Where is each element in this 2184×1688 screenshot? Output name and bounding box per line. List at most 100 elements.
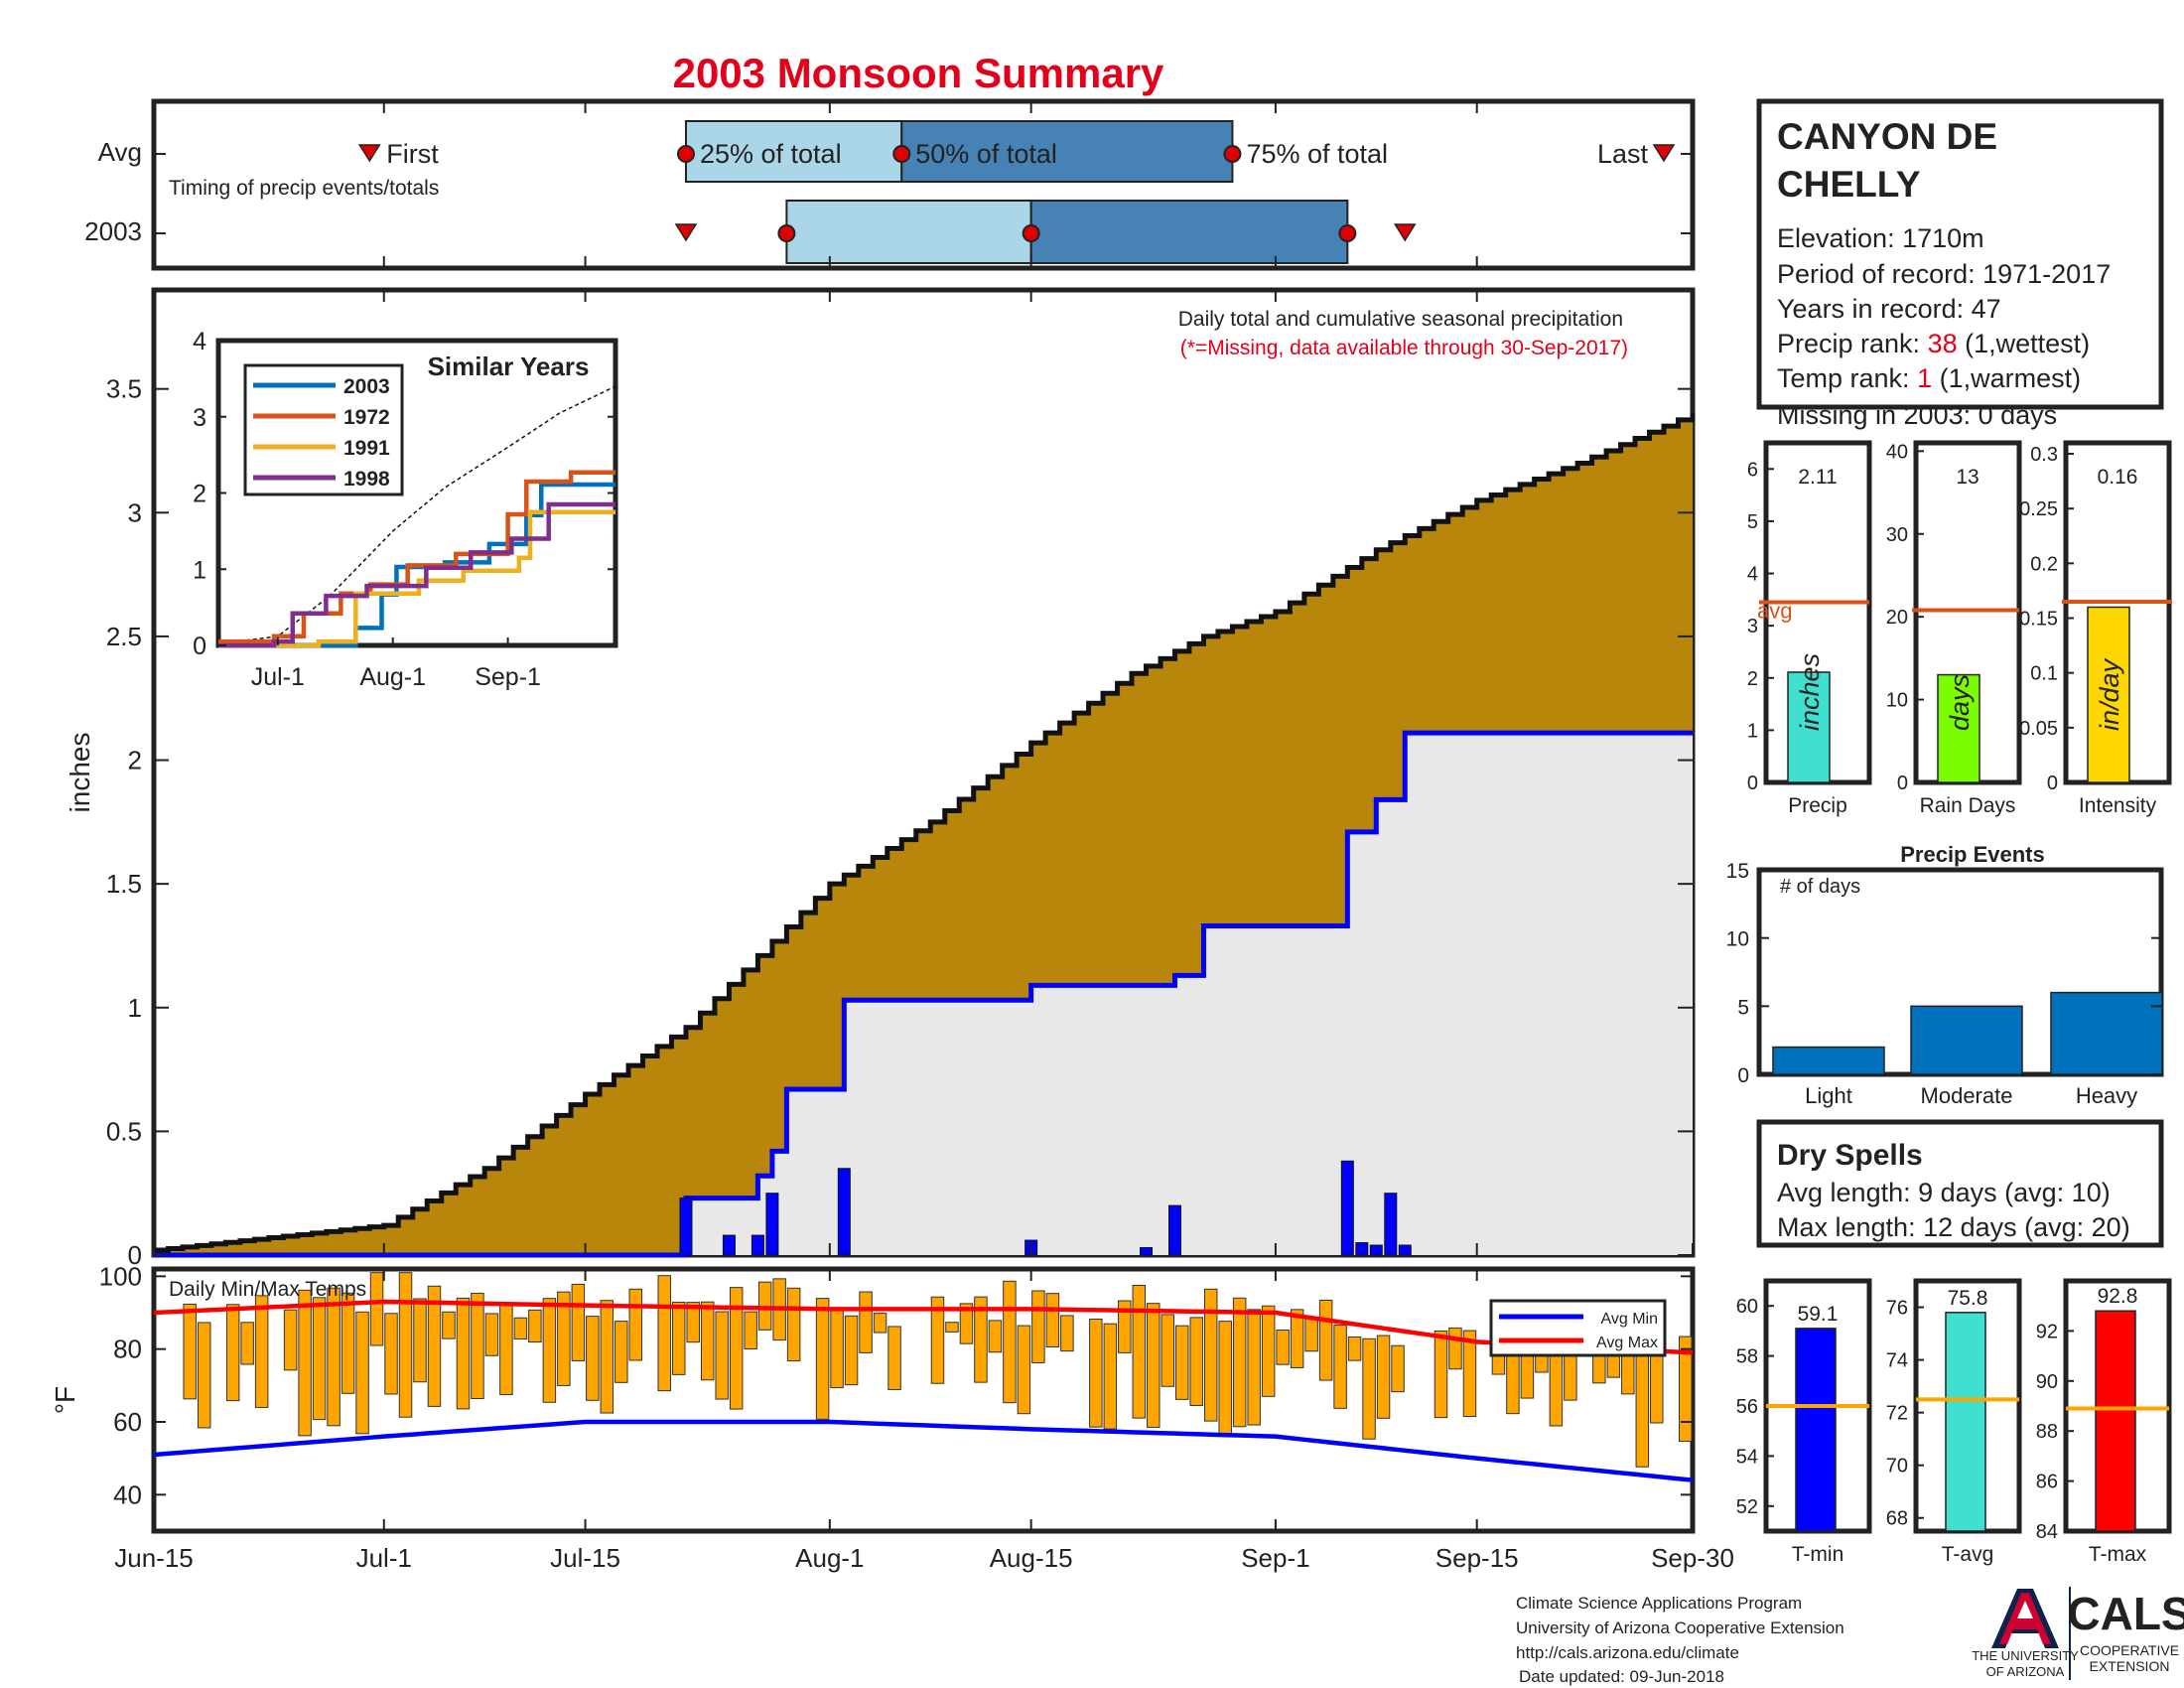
daily-temp-bar [312,1297,327,1421]
daily-temp-bar [1089,1319,1103,1428]
summary-y-tick-label: 2 [1747,668,1758,690]
temp-summary-y-tick-label: 56 [1736,1396,1758,1418]
summary-y-tick-label: 0.05 [2019,718,2058,740]
legend-1991-label: 1991 [343,437,390,460]
daily-temp-bar [1376,1335,1391,1419]
daily-temp-bar [1247,1309,1261,1426]
temp-rank: Temp rank: 1 (1,warmest) [1777,363,2081,393]
timing-content: First Last 25% of total 50% of total 75% of … [154,120,1693,264]
daily-temp-bar [844,1315,859,1386]
temp-y-tick-label: 40 [113,1479,142,1509]
daily-temp-bar [1203,1288,1218,1422]
daily-temp-bar [1679,1336,1693,1443]
temp-y-tick-label: 80 [113,1335,142,1364]
precip-events-bar-heavy [2050,991,2163,1075]
precip-y-tick-label: 2.5 [106,622,142,651]
precip-rank-value: 38 [1928,329,1958,358]
daily-precip-bar [1369,1244,1383,1256]
precip-y-ticks: 0 0.5 1 1.5 2 2.5 3 3.5 [106,374,1693,1270]
temp-summary-y-tick-label: 72 [1886,1403,1908,1425]
daily-temp-bar [240,1322,254,1365]
daily-temp-bar [471,1292,484,1400]
daily-temp-bar [1160,1314,1175,1387]
temp-chart: 40 60 80 100 °F Daily Min/Max Temps Avg Min… [50,1261,1696,1534]
temp-summary-panel-label: T-avg [1942,1543,1994,1566]
precip-ylabel: inches [65,733,95,813]
precip-y-tick-label: 2 [128,746,142,775]
station-missing: Missing in 2003: 0 days [1777,400,2057,430]
precip-missing-note: (*=Missing, data available through 30-Se… [1180,337,1628,359]
daily-temp-bar [225,1304,240,1402]
avg-max-line [153,1299,1694,1355]
daily-precip-bar [765,1193,779,1256]
year-cumulative-line [154,730,1693,1258]
summary-avg-label: avg [1757,598,1792,623]
temp-summary-y-tick-label: 74 [1886,1350,1908,1372]
daily-temp-bar [557,1291,571,1386]
timing-avg-box-late [900,120,1234,183]
temp-summary-y-tick-label: 90 [2036,1371,2058,1393]
daily-temp-bar [1189,1317,1203,1406]
summary-Rain Days-bar [1937,673,1980,783]
inset-x-tick-label: Jul-1 [251,663,305,691]
precip-y-tick-label: 1 [128,993,142,1023]
ua-logo: THE UNIVERSITY OF ARIZONA CALS COOPERATI… [1972,1587,2184,1680]
daily-temp-bar [442,1311,456,1339]
timing-year-event-marker-icon [674,223,698,242]
daily-precip-bar [1168,1204,1182,1256]
summary-y-tick-label: 0.15 [2019,609,2058,631]
daily-temp-bar [499,1303,513,1396]
daily-temp-bar [1433,1330,1448,1419]
precip-events-category-label: Moderate [1921,1083,2013,1108]
daily-temp-bar [815,1298,830,1420]
daily-precip-bar [1398,1244,1412,1256]
daily-temp-bar [1031,1290,1045,1363]
timing-first-label: First [386,139,439,169]
summary-y-tick-label: 1 [1747,720,1758,742]
temp-summary-y-tick-label: 92 [2036,1321,2058,1342]
precip-chart-content [154,413,1696,1258]
daily-temp-bar [413,1298,427,1383]
summary-value-text: 2.11 [1798,466,1837,489]
avg-cumulative-line [154,413,1696,1253]
daily-temp-bar [1003,1280,1017,1404]
dry-spells-max: Max length: 12 days (avg: 20) [1777,1212,2130,1242]
temp-summary-avg-line [1766,1397,2169,1411]
daily-temp-bar [384,1313,398,1395]
daily-temp-bar [959,1303,974,1344]
station-name-line1: CANYON DE [1777,116,1997,157]
cals-wordmark: CALS [2067,1588,2184,1639]
precip-events-bar-moderate [1910,1005,2023,1075]
temp-summary-T-avg-bar [1945,1312,1986,1532]
daily-temp-bar [715,1311,729,1400]
daily-temp-bar [528,1309,542,1343]
precip-events-panel: Precip Events Light Moderate Heavy 0 5 10 15 #… [1726,842,2164,1108]
timing-avg-percentile-marker [892,145,911,163]
daily-temp-bar [398,1272,413,1418]
summary-unit-label: days [1945,674,1975,731]
summary-value-text: 0.16 [2098,466,2138,489]
ua-name-line2: OF ARIZONA [1986,1664,2065,1679]
timing-year-percentile-marker [1338,224,1357,242]
x-tick-label: Aug-1 [795,1543,864,1573]
inset-series-1998 [218,501,615,648]
timing-p75-label: 75% of total [1246,139,1388,169]
temp-y-ticks: 40 60 80 100 [99,1261,1693,1509]
summary-y-tick-label: 4 [1747,564,1758,586]
daily-precip-bar [1355,1242,1369,1256]
station-years: Years in record: 47 [1777,294,2001,324]
timing-p50-label: 50% of total [915,139,1057,169]
daily-temp-bar [945,1322,959,1333]
precip-y-tick-label: 3 [128,497,142,527]
temp-summary-y-tick-label: 88 [2036,1421,2058,1443]
x-tick-label: Jun-15 [114,1543,194,1573]
summary-y-tick-label: 30 [1886,524,1908,546]
daily-temp-bar [542,1298,557,1403]
temp-summary-y-tick-label: 84 [2036,1521,2058,1543]
precip-events-y-tick-label: 10 [1726,928,1749,951]
timing-p25-label: 25% of total [700,139,842,169]
timing-avg-percentile-marker [676,145,695,163]
daily-temp-bar [1017,1325,1031,1415]
precip-rank: Precip rank: 38 (1,wettest) [1777,329,2090,358]
